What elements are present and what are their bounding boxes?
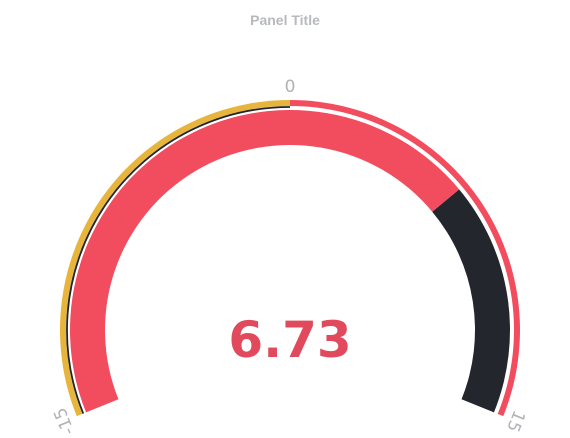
gauge-mid-label: 0 (285, 77, 296, 97)
threshold-band-inner-edge (66, 106, 291, 414)
gauge-track-remaining (432, 189, 510, 413)
panel-title[interactable]: Panel Title (250, 12, 320, 28)
gauge-value-bar (70, 110, 460, 413)
threshold-segment-1 (290, 100, 520, 417)
threshold-segment-0 (60, 100, 290, 417)
gauge-value: 6.73 (228, 311, 351, 369)
gauge-max-label: 15 (502, 407, 529, 435)
threshold-band (60, 100, 520, 417)
